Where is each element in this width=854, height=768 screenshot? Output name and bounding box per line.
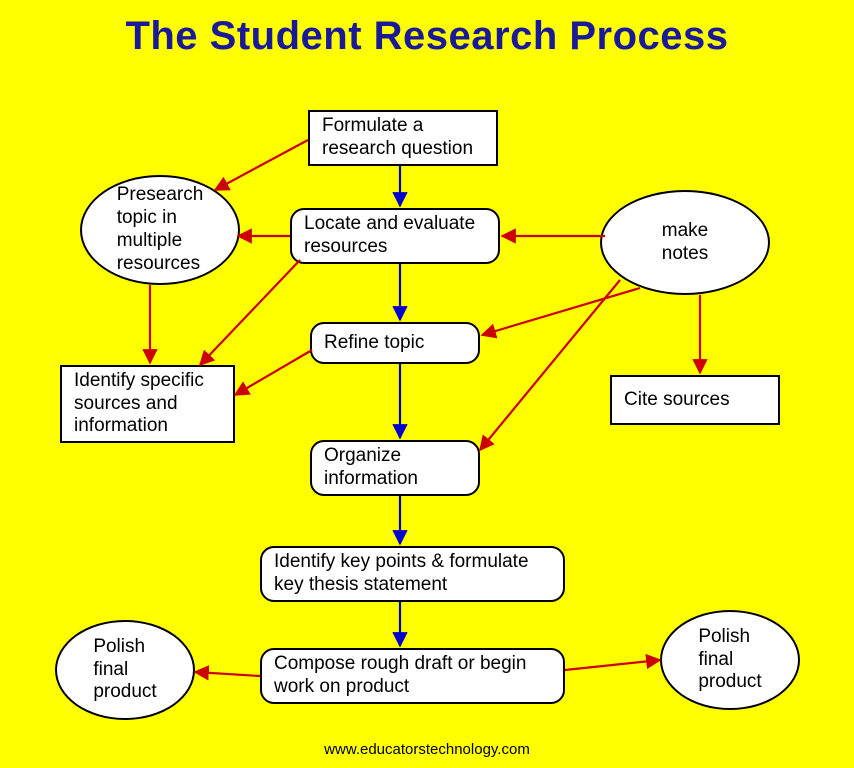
page-title: The Student Research Process — [0, 14, 854, 59]
edge-locate-identify — [200, 260, 300, 365]
edge-compose-polishR — [565, 660, 660, 670]
edge-compose-polishL — [195, 672, 260, 676]
node-polish-right: Polishfinalproduct — [660, 610, 800, 710]
node-refine: Refine topic — [310, 322, 480, 364]
edge-notes-organize — [480, 280, 620, 450]
edge-refine-identify — [235, 350, 312, 395]
edge-formulate-presearch — [215, 140, 308, 190]
node-cite: Cite sources — [610, 375, 780, 425]
node-locate: Locate and evaluateresources — [290, 208, 500, 264]
footer-credit: www.educatorstechnology.com — [0, 741, 854, 758]
node-compose: Compose rough draft or beginwork on prod… — [260, 648, 565, 704]
node-organize: Organizeinformation — [310, 440, 480, 496]
node-notes: makenotes — [600, 190, 770, 295]
node-formulate: Formulate aresearch question — [308, 110, 498, 166]
node-identify: Identify specificsources andinformation — [60, 365, 235, 443]
edge-notes-refine — [482, 288, 640, 335]
node-keypoints: Identify key points & formulatekey thesi… — [260, 546, 565, 602]
node-polish-left: Polishfinalproduct — [55, 620, 195, 720]
node-presearch: Presearchtopic inmultipleresources — [80, 175, 240, 285]
